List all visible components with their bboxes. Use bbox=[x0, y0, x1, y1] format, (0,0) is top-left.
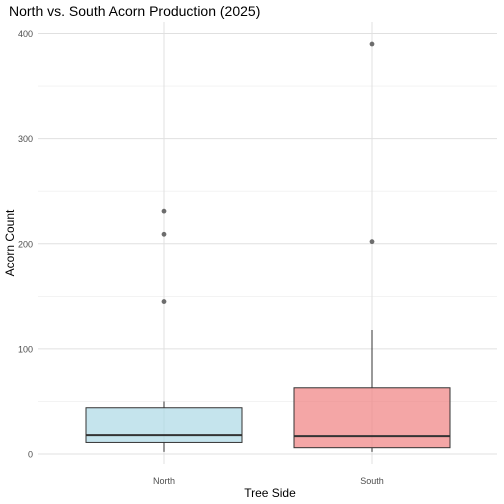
x-axis-label: Tree Side bbox=[244, 486, 296, 500]
outlier-point bbox=[369, 239, 375, 245]
y-tick-label: 0 bbox=[28, 450, 33, 460]
outlier-point bbox=[369, 41, 375, 47]
outlier-point bbox=[161, 231, 167, 237]
y-tick-label: 200 bbox=[18, 239, 33, 249]
y-axis-label: Acorn Count bbox=[3, 209, 17, 276]
y-tick-label: 400 bbox=[18, 29, 33, 39]
box-series bbox=[85, 41, 451, 452]
y-axis-ticks: 0 100 200 300 400 bbox=[18, 29, 33, 460]
outlier-point bbox=[161, 208, 167, 214]
x-axis-ticks: North South bbox=[153, 476, 384, 486]
chart-title: North vs. South Acorn Production (2025) bbox=[9, 3, 261, 19]
outlier-point bbox=[161, 299, 167, 304]
x-tick-label: North bbox=[153, 476, 175, 486]
y-tick-label: 300 bbox=[18, 134, 33, 144]
y-tick-label: 100 bbox=[18, 344, 33, 354]
box-south bbox=[293, 41, 451, 452]
x-tick-label: South bbox=[360, 476, 384, 486]
box-body bbox=[85, 407, 243, 443]
box-north bbox=[85, 208, 243, 452]
box-body bbox=[293, 387, 451, 449]
